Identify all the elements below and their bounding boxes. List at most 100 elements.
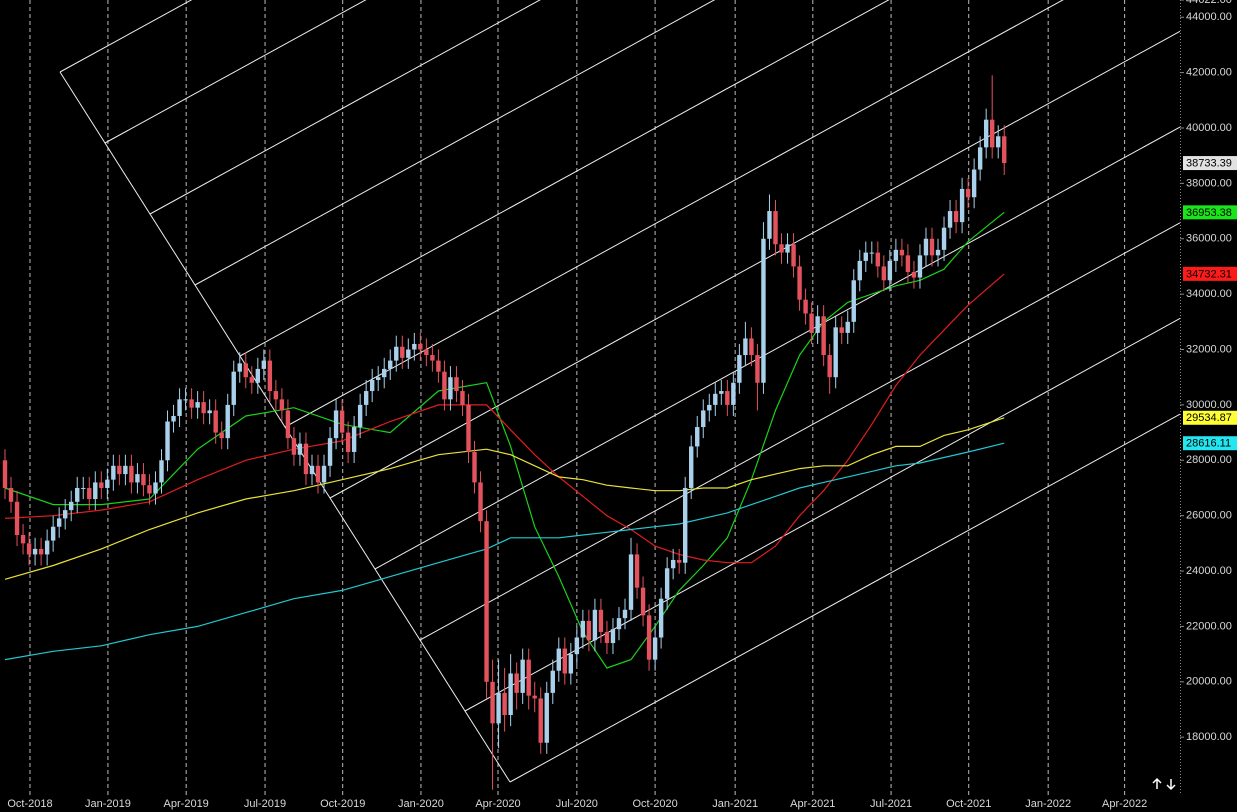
candle-body [809, 313, 814, 333]
candle-body [44, 540, 50, 555]
candle-body [586, 620, 592, 641]
candle-body [93, 482, 98, 500]
x-tick-label: Apr-2020 [475, 798, 520, 810]
candle-body [69, 501, 74, 511]
candle-body [430, 355, 435, 361]
candle-body [376, 377, 381, 380]
candle-body [761, 238, 766, 383]
candle-body [484, 521, 489, 682]
candle-body [460, 391, 465, 405]
x-tick-label: Oct-2019 [320, 798, 365, 810]
candle-body [622, 609, 628, 619]
x-tick-label: Apr-2019 [164, 798, 209, 810]
candle-body [923, 238, 929, 256]
scroll-down[interactable] [1166, 779, 1176, 791]
candle-body [442, 371, 447, 400]
candle-body [526, 659, 531, 696]
last-value-label: 34732.31 [1186, 268, 1232, 280]
candle-body [833, 327, 838, 378]
candle-body [839, 327, 844, 333]
candle-body [544, 692, 549, 743]
candle-body [81, 487, 86, 489]
candle-body [279, 399, 285, 411]
candle-body [171, 415, 176, 422]
x-tick-label: Jul-2021 [870, 798, 912, 810]
candle-body [797, 266, 802, 300]
candle-body [2, 460, 8, 488]
y-tick-label: 36000.00 [1186, 233, 1232, 245]
candle-body [309, 465, 315, 475]
candle-body [135, 474, 140, 483]
candle-body [514, 673, 519, 693]
candle-body [412, 343, 417, 350]
candle-body [321, 465, 327, 483]
candle-body [249, 377, 254, 383]
candle-body [743, 338, 748, 356]
candle-body [670, 559, 676, 569]
channel-line [239, 0, 890, 357]
candle-body [75, 487, 80, 502]
candle-body [845, 321, 850, 333]
candle-body [195, 402, 200, 408]
candle-body [682, 487, 688, 563]
candle-body [989, 119, 995, 148]
candle-body [658, 598, 664, 638]
candle-body [562, 648, 568, 674]
candle-body [357, 404, 363, 428]
candle-body [56, 518, 62, 527]
candle-body [953, 211, 959, 223]
candle-body [701, 410, 706, 428]
candle-body [689, 446, 694, 488]
candle-body [502, 692, 507, 716]
channel-line [329, 30, 1180, 499]
candle-body [634, 554, 640, 588]
candle-body [971, 169, 977, 198]
candle-body [598, 609, 604, 632]
x-tick-label: Jan-2022 [1025, 798, 1071, 810]
candle-body [297, 443, 303, 455]
candle-body [496, 692, 501, 724]
candle-body [887, 260, 893, 281]
moving-average-line [4, 417, 1005, 580]
candle-body [917, 255, 923, 278]
candle-body [604, 631, 610, 644]
candle-body [339, 410, 345, 433]
candle-body [965, 188, 971, 198]
x-tick-label: Oct-2020 [632, 798, 677, 810]
candle-body [737, 355, 742, 383]
candle-body [315, 465, 321, 483]
candle-body [935, 249, 941, 256]
scroll-arrows[interactable] [1152, 777, 1176, 791]
candle-body [123, 465, 128, 475]
candle-body [117, 465, 122, 475]
last-value-box [1183, 436, 1237, 451]
candle-body [875, 252, 881, 267]
candle-body [189, 399, 194, 408]
y-tick-label: 22000.00 [1186, 620, 1232, 632]
y-tick-label: 44000.00 [1186, 11, 1232, 23]
candle-body [363, 391, 369, 405]
candle-body [803, 299, 808, 314]
candle-body [755, 355, 760, 383]
candle-body [983, 119, 989, 148]
candle-body [713, 393, 718, 405]
scroll-up[interactable] [1152, 777, 1162, 789]
x-tick-label: Jul-2019 [244, 798, 286, 810]
candle-body [707, 404, 712, 411]
candle-body [695, 427, 700, 447]
last-value-label: 38733.39 [1186, 157, 1232, 169]
candle-body [38, 548, 44, 555]
candle-body [646, 615, 652, 660]
channel-line [509, 413, 1180, 783]
candle-body [8, 487, 14, 502]
candle-body [640, 587, 646, 616]
candle-body [580, 620, 586, 638]
candle-body [869, 252, 875, 254]
y-tick-label: 34000.00 [1186, 288, 1232, 300]
candle-body [153, 482, 158, 494]
candle-body [941, 227, 947, 250]
candle-body [731, 382, 736, 405]
candle-body [201, 402, 206, 414]
candle-body [165, 421, 170, 461]
candle-body [1002, 136, 1007, 164]
